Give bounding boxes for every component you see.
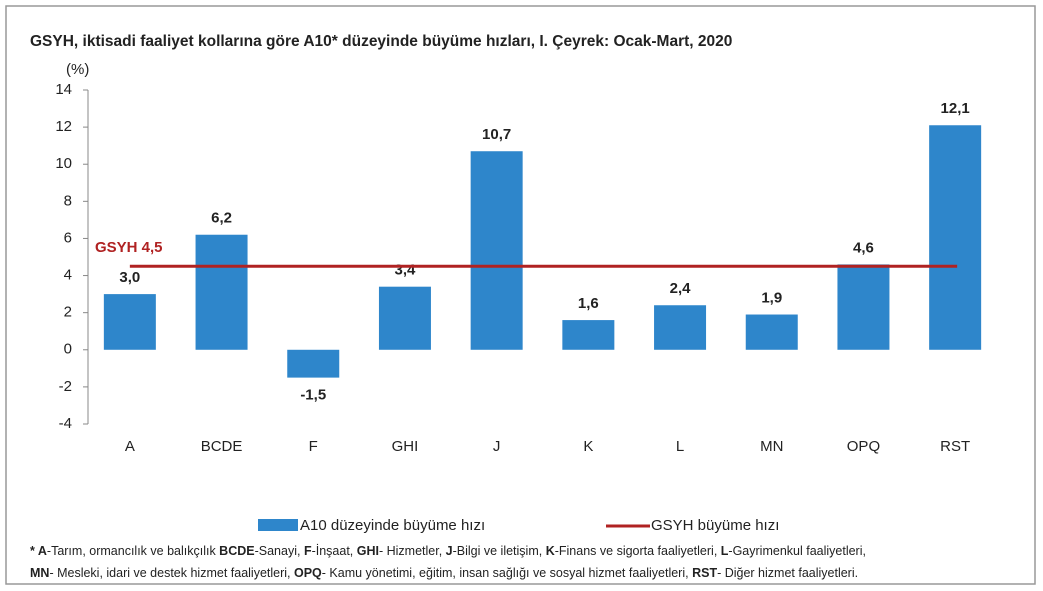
x-tick-label: A: [125, 438, 135, 455]
y-tick-label: 12: [55, 118, 72, 135]
bar: [287, 349, 340, 378]
y-tick-label: 10: [55, 155, 72, 172]
footnote-part: K: [546, 544, 555, 558]
x-tick-label: J: [493, 438, 501, 455]
footnote-part: - Hizmetler,: [379, 544, 446, 558]
bar: [470, 151, 523, 350]
footnote-part: BCDE: [219, 544, 254, 558]
chart-title: GSYH, iktisadi faaliyet kollarına göre A…: [30, 33, 732, 50]
footnote-part: RST: [692, 566, 717, 580]
y-tick-label: 0: [64, 341, 72, 358]
bar: [378, 286, 431, 350]
footnote-part: * A: [30, 544, 47, 558]
value-label: 12,1: [941, 100, 970, 117]
bar: [195, 234, 248, 350]
footnote-part: L: [721, 544, 729, 558]
x-tick-label: RST: [940, 438, 970, 455]
footnote-part: -Finans ve sigorta faaliyetleri,: [555, 544, 721, 558]
value-label: 4,6: [853, 239, 874, 256]
x-tick-label: L: [676, 438, 684, 455]
bar: [745, 314, 798, 350]
y-tick-label: 4: [64, 267, 72, 284]
value-label: 1,9: [761, 289, 782, 306]
footnote-part: - Kamu yönetimi, eğitim, insan sağlığı v…: [322, 566, 692, 580]
value-label: 3,0: [119, 269, 140, 286]
footnote-part: - Mesleki, idari ve destek hizmet faaliy…: [49, 566, 294, 580]
footnote-part: F: [304, 544, 312, 558]
footnote-part: - Diğer hizmet faaliyetleri.: [717, 566, 858, 580]
reference-label: GSYH 4,5: [95, 239, 163, 256]
bar: [654, 305, 707, 350]
value-label: 10,7: [482, 126, 511, 143]
legend-label: A10 düzeyinde büyüme hızı: [300, 517, 485, 534]
x-tick-label: F: [309, 438, 318, 455]
bar: [103, 294, 156, 350]
x-tick-label: OPQ: [847, 438, 880, 455]
y-tick-label: 6: [64, 229, 72, 246]
y-tick-label: -2: [59, 378, 72, 395]
value-label: 1,6: [578, 295, 599, 312]
value-label: 3,4: [395, 262, 417, 279]
value-label: 2,4: [670, 280, 692, 297]
footnote-part: J: [446, 544, 453, 558]
x-tick-label: K: [583, 438, 593, 455]
footnote: MN- Mesleki, idari ve destek hizmet faal…: [30, 566, 858, 580]
bar: [562, 320, 615, 350]
footnote-part: -Sanayi,: [255, 544, 304, 558]
bar: [929, 125, 982, 350]
footnote-part: -Bilgi ve iletişim,: [453, 544, 546, 558]
footnote: * A-Tarım, ormancılık ve balıkçılık BCDE…: [30, 544, 866, 558]
footnote-part: -İnşaat,: [312, 544, 357, 558]
x-tick-label: BCDE: [201, 438, 243, 455]
y-unit: (%): [66, 61, 89, 78]
footnote-part: -Tarım, ormancılık ve balıkçılık: [47, 544, 219, 558]
footnote-part: GHI: [357, 544, 379, 558]
y-tick-label: 2: [64, 304, 72, 321]
footnote-part: -Gayrimenkul faaliyetleri,: [728, 544, 866, 558]
legend-label: GSYH büyüme hızı: [651, 517, 779, 534]
value-label: 6,2: [211, 210, 232, 227]
x-tick-label: MN: [760, 438, 783, 455]
value-label: -1,5: [300, 387, 326, 404]
bar: [837, 264, 890, 350]
y-tick-label: -4: [59, 415, 72, 432]
legend-swatch: [258, 519, 298, 531]
y-tick-label: 14: [55, 81, 72, 98]
y-tick-label: 8: [64, 192, 72, 209]
footnote-part: OPQ: [294, 566, 322, 580]
x-tick-label: GHI: [392, 438, 419, 455]
footnote-part: MN: [30, 566, 49, 580]
